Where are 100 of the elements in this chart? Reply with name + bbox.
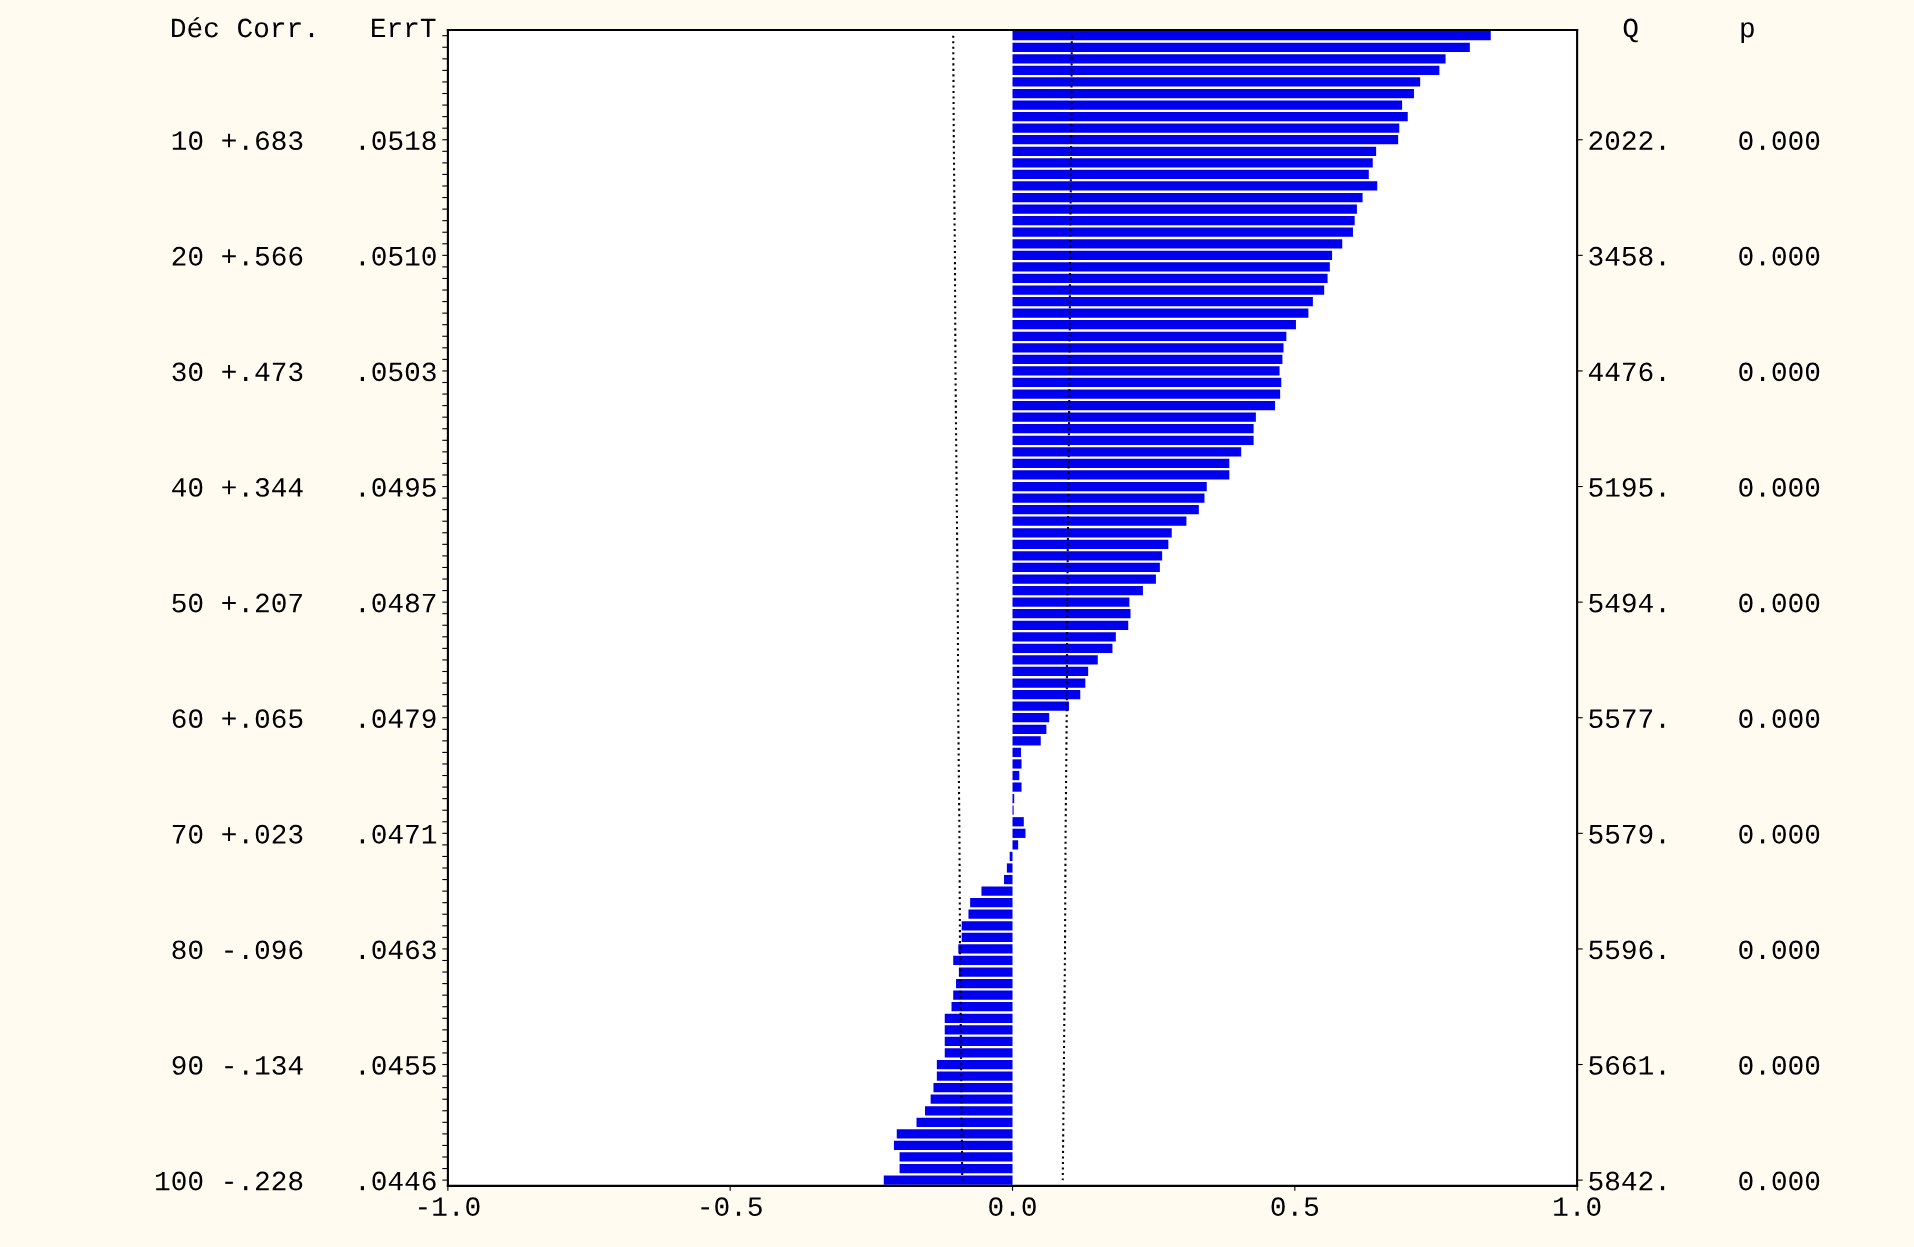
bar: [1012, 713, 1050, 723]
bar: [1012, 424, 1254, 434]
bar: [1012, 296, 1313, 307]
bar: [1012, 528, 1172, 538]
bar: [944, 1013, 1013, 1023]
bar: [1012, 273, 1328, 284]
y2-tick-label: 4476. 0.000: [1588, 362, 1820, 382]
bar: [956, 978, 1013, 989]
bar: [961, 921, 1013, 931]
bar: [1012, 169, 1369, 180]
y-tick-label: 70 +.023 .0471: [172, 824, 437, 844]
bar: [1012, 782, 1022, 792]
bar: [1012, 632, 1116, 642]
bar: [1012, 516, 1187, 526]
y2-tick-label: 5577. 0.000: [1589, 709, 1820, 729]
bar: [968, 909, 1013, 919]
x-tick-label: -1.0: [419, 1197, 480, 1217]
y-tick-label: 100 -.228 .0446: [156, 1171, 436, 1191]
bar: [1012, 100, 1403, 110]
bar: [1012, 412, 1256, 422]
bar: [893, 1140, 1013, 1151]
y2-tick-label: 5195. 0.000: [1589, 478, 1820, 497]
bar: [933, 1083, 1013, 1093]
bar: [1012, 701, 1069, 711]
bar: [1012, 747, 1021, 758]
bar: [1012, 135, 1399, 145]
bar: [1009, 851, 1013, 862]
bar: [1012, 320, 1296, 330]
bar: [1012, 400, 1276, 411]
y2-tick-label: 5661. 0.000: [1589, 1056, 1820, 1075]
bar: [896, 1129, 1013, 1139]
bar: [953, 990, 1013, 1000]
x-tick-label: -0.5: [701, 1197, 762, 1217]
bar: [1012, 88, 1414, 99]
y-tick-label: 20 +.566 .0510: [172, 246, 436, 266]
bar: [1012, 678, 1086, 688]
bar: [1012, 389, 1281, 399]
bar: [1012, 54, 1446, 64]
bar: [1012, 493, 1205, 503]
bar: [1012, 308, 1309, 318]
bar: [1012, 689, 1081, 700]
bar: [1012, 724, 1047, 734]
bar: [1012, 840, 1019, 850]
bar: [1012, 250, 1333, 260]
bar: [1012, 216, 1355, 226]
y-tick-label: 10 +.683 .0518: [172, 131, 436, 151]
bar: [883, 1175, 1013, 1185]
bar: [1012, 539, 1169, 549]
bar: [1012, 597, 1130, 607]
bar: [944, 1036, 1013, 1047]
bar: [1012, 377, 1282, 388]
bar: [1012, 192, 1363, 203]
bar: [958, 944, 1013, 954]
bar: [1012, 123, 1400, 133]
bar: [970, 898, 1013, 908]
bar: [961, 932, 1013, 942]
y2-axis-title: Q p: [1623, 18, 1754, 43]
bar: [1012, 643, 1113, 653]
bar: [951, 1002, 1013, 1012]
bar: [1012, 31, 1491, 41]
bar: [1012, 42, 1470, 52]
bar: [1012, 736, 1041, 746]
bar: [1012, 481, 1207, 492]
bar: [1012, 562, 1160, 573]
bar: [916, 1117, 1013, 1127]
bar: [1012, 204, 1357, 214]
bar: [1012, 470, 1230, 480]
bar: [1012, 262, 1330, 272]
y-tick-label: 80 -.096 .0463: [172, 940, 436, 960]
bar: [1012, 447, 1242, 457]
bar: [1012, 77, 1421, 87]
y-tick-label: 50 +.207 .0487: [172, 593, 436, 613]
bar: [924, 1106, 1013, 1116]
y-tick-label: 90 -.134 .0455: [172, 1056, 436, 1075]
bar: [981, 886, 1013, 896]
x-tick-label: 0.0: [989, 1197, 1036, 1217]
x-tick-label: 0.5: [1271, 1197, 1319, 1217]
bar: [944, 1025, 1013, 1035]
y2-tick-label: 5596. 0.000: [1589, 940, 1820, 960]
y2-tick-label: 5579. 0.000: [1589, 824, 1820, 844]
bar: [1012, 585, 1143, 596]
x-tick-label: 1.0: [1554, 1197, 1601, 1217]
y2-tick-label: 5494. 0.000: [1589, 593, 1820, 613]
y2-tick-label: 2022. 0.000: [1589, 131, 1820, 151]
bar: [1012, 435, 1254, 445]
bar: [1012, 227, 1353, 237]
bar: [944, 1048, 1013, 1058]
y-tick-label: 40 +.344 .0495: [172, 478, 436, 497]
y-tick-label: 60 +.065 .0479: [172, 709, 436, 729]
bar: [1012, 828, 1026, 838]
bar: [1012, 759, 1022, 769]
bar: [1012, 666, 1089, 677]
bar: [1012, 158, 1373, 168]
y2-tick-label: 5842. 0.000: [1589, 1171, 1820, 1191]
bar: [1012, 112, 1408, 122]
bar: [1012, 609, 1131, 619]
bar: [1012, 65, 1440, 76]
y-axis-title: Déc Corr. ErrT: [172, 17, 436, 38]
bar: [936, 1059, 1013, 1070]
bar: [1012, 655, 1098, 665]
